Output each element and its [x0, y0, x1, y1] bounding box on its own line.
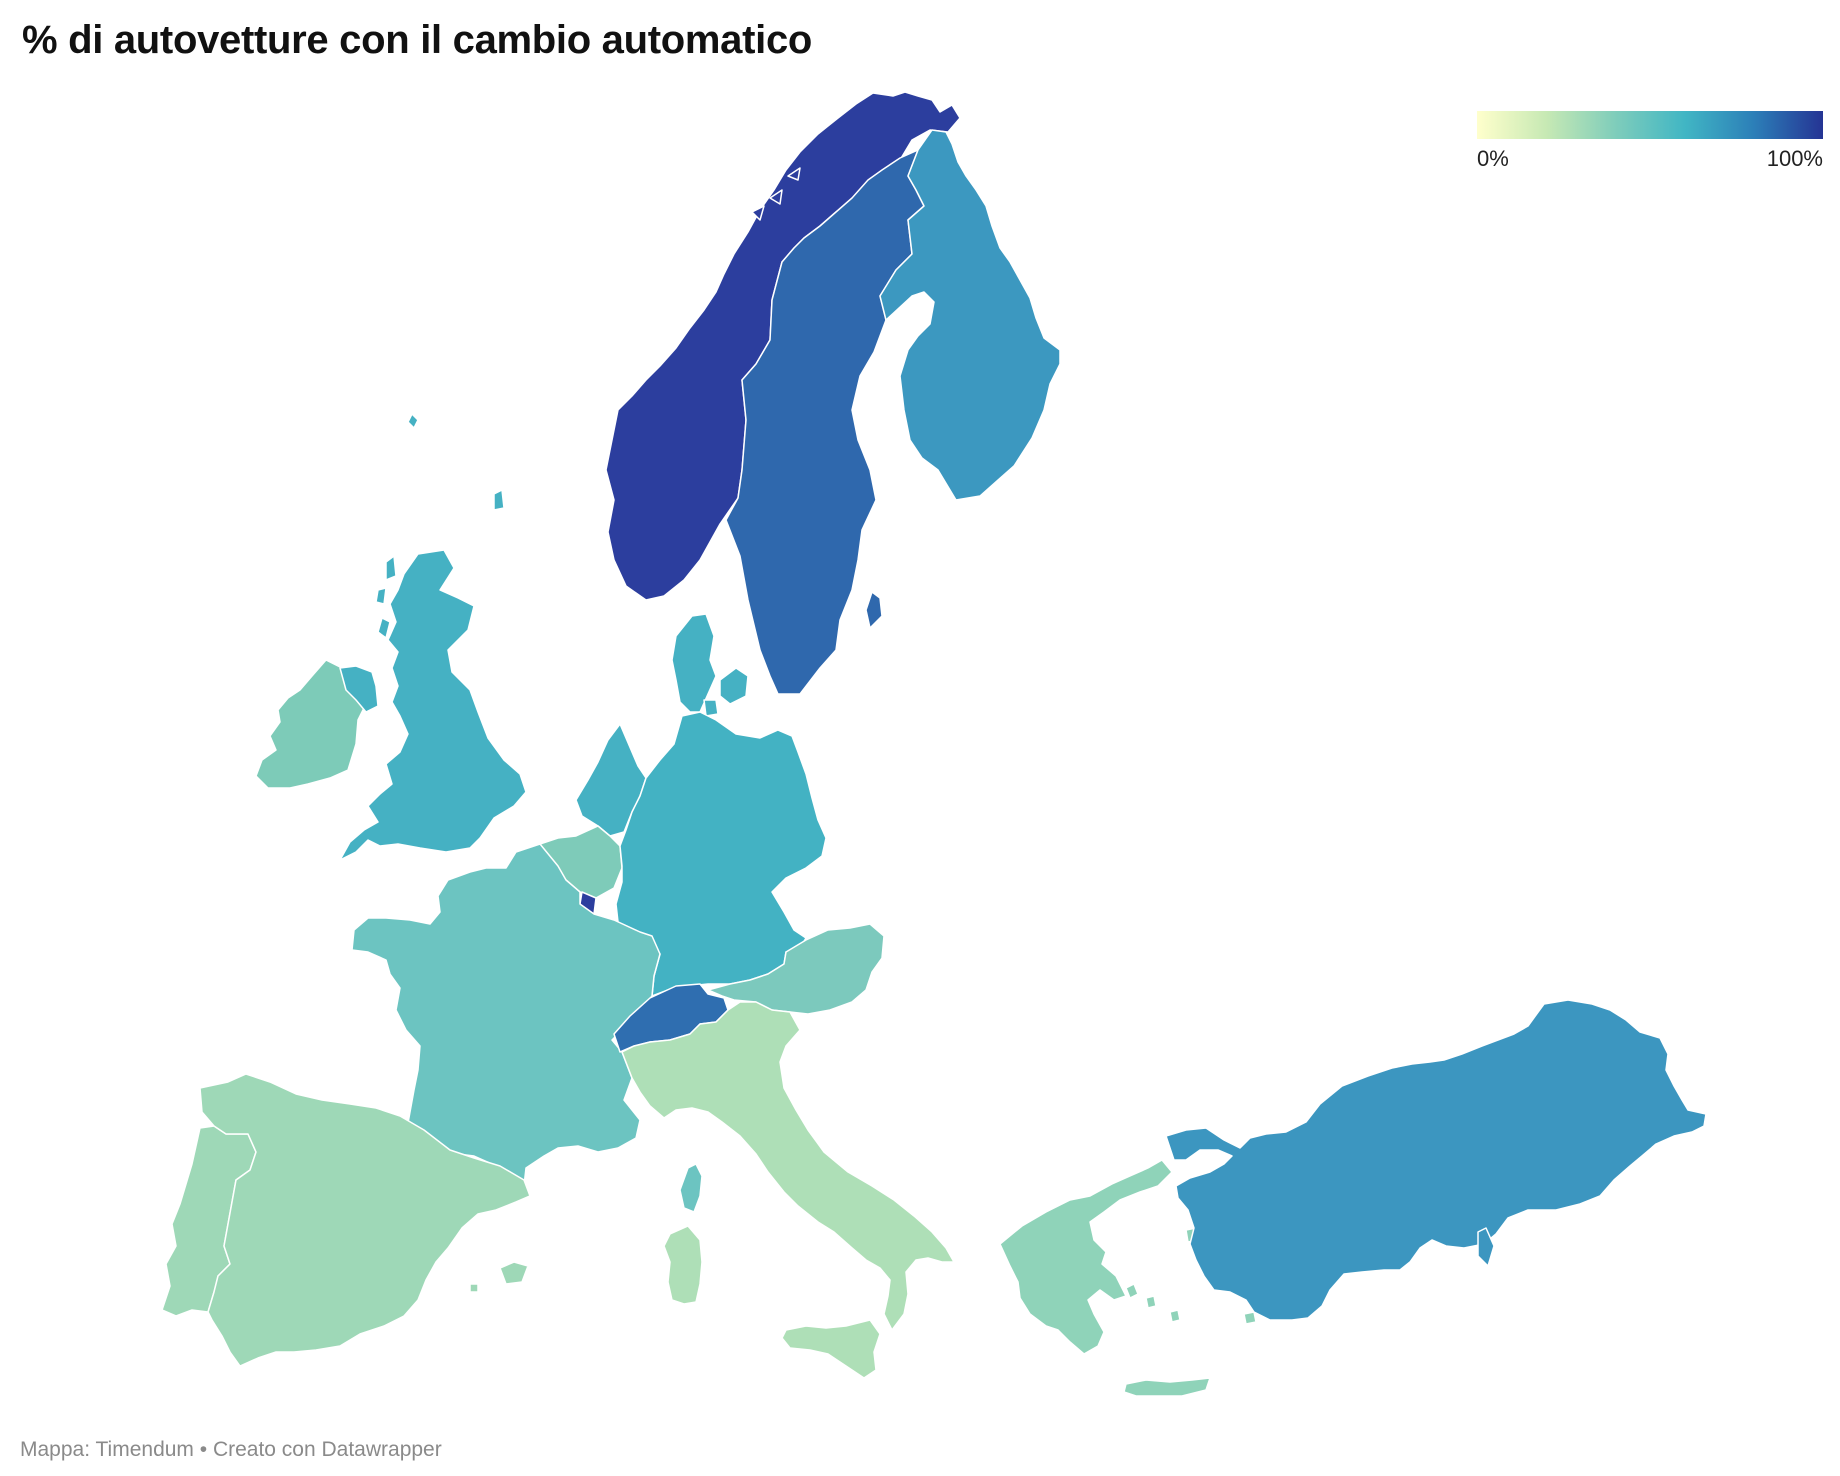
- region-denmark[interactable]: [703, 699, 719, 717]
- source-credit: Mappa: Timendum • Creato con Datawrapper: [20, 1438, 442, 1461]
- region-denmark[interactable]: [719, 667, 749, 705]
- region-united-kingdom[interactable]: [375, 555, 397, 639]
- legend-labels: 0% 100%: [1477, 146, 1823, 172]
- region-greece[interactable]: [999, 1159, 1173, 1355]
- region-norway[interactable]: [751, 167, 801, 221]
- region-italy[interactable]: [621, 1001, 955, 1331]
- color-legend: 0% 100%: [1477, 111, 1823, 172]
- region-turkey[interactable]: [1165, 999, 1707, 1321]
- region-spain[interactable]: [469, 1261, 529, 1293]
- region-united-kingdom[interactable]: [407, 413, 505, 511]
- legend-max-label: 100%: [1766, 146, 1823, 171]
- region-greece[interactable]: [1123, 1377, 1211, 1397]
- region-denmark[interactable]: [671, 613, 717, 713]
- region-finland[interactable]: [879, 129, 1061, 501]
- region-austria[interactable]: [707, 923, 885, 1015]
- region-sweden[interactable]: [865, 591, 883, 629]
- region-sicily[interactable]: [781, 1319, 881, 1379]
- legend-min-label: 0%: [1477, 146, 1509, 171]
- region-united-kingdom[interactable]: [339, 549, 527, 861]
- region-norway[interactable]: [605, 91, 961, 601]
- region-turkey[interactable]: [1477, 1227, 1495, 1267]
- region-sardinia[interactable]: [663, 1225, 703, 1305]
- map-regions: [161, 91, 1707, 1397]
- legend-gradient-bar: [1477, 111, 1823, 139]
- chart-title: % di autovetture con il cambio automatic…: [22, 18, 813, 62]
- region-united-kingdom[interactable]: [339, 665, 379, 713]
- region-corsica[interactable]: [679, 1163, 703, 1213]
- region-spain[interactable]: [199, 1073, 531, 1367]
